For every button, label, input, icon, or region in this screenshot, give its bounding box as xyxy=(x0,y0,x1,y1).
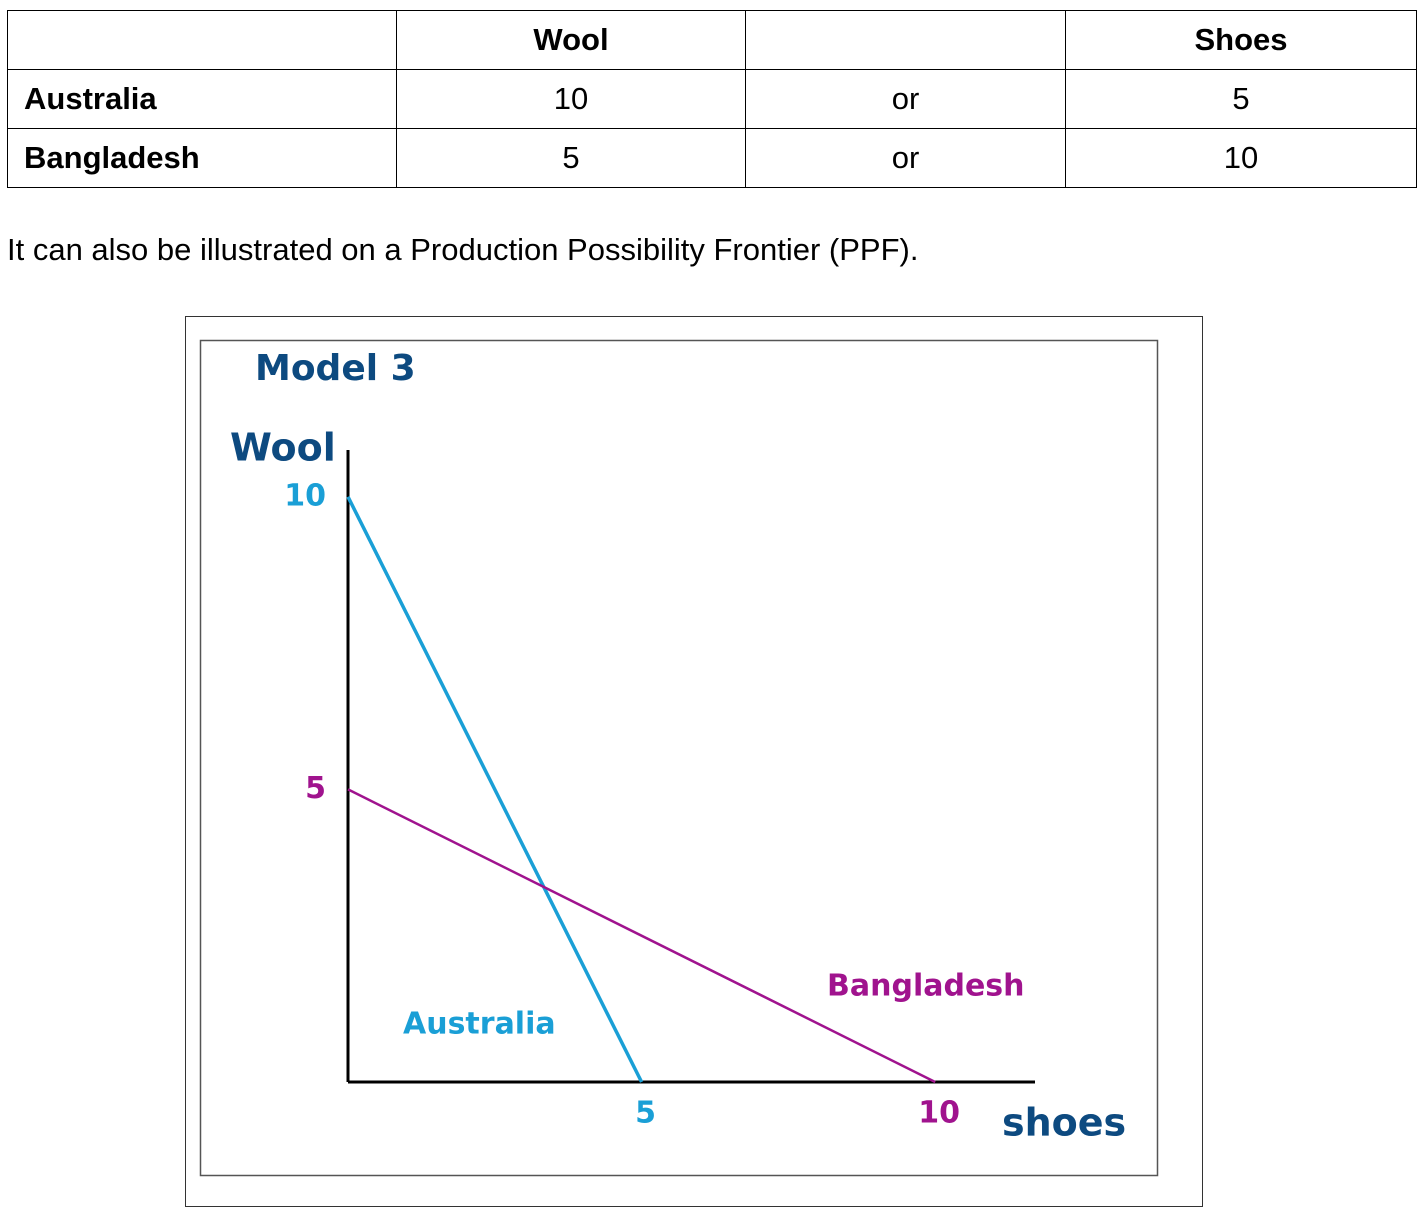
x-axis-label: shoes xyxy=(1002,1101,1126,1145)
y-axis-label: Wool xyxy=(230,426,336,470)
y-tick-label: 10 xyxy=(284,478,326,513)
ppf-line xyxy=(347,788,936,1084)
row-label: Australia xyxy=(7,69,397,129)
cell: or xyxy=(745,69,1066,129)
series-label: Bangladesh xyxy=(827,969,1025,1004)
series-label: Australia xyxy=(403,1007,556,1042)
figure: Model 3 Wool shoes 5 10 5 10 Australia Bangla… xyxy=(185,316,1203,1207)
chart-title: Model 3 xyxy=(255,348,416,389)
chart-frame xyxy=(199,339,1159,1177)
y-tick-label: 5 xyxy=(305,771,326,806)
header-cell: Shoes xyxy=(1065,10,1417,70)
paragraph: It can also be illustrated on a Producti… xyxy=(7,232,919,267)
cell: 10 xyxy=(396,69,746,129)
cell: 5 xyxy=(1065,69,1417,129)
row-label: Bangladesh xyxy=(7,128,397,188)
data-table: Wool Shoes Australia 10 or 5 Bangladesh 5 or 10 xyxy=(7,10,1417,188)
cell: 5 xyxy=(396,128,746,188)
cell: 10 xyxy=(1065,128,1417,188)
ppf-line xyxy=(346,496,644,1083)
cell: or xyxy=(745,128,1066,188)
x-tick-label: 5 xyxy=(635,1096,656,1131)
header-cell: Wool xyxy=(396,10,746,70)
x-tick-label: 10 xyxy=(918,1096,960,1131)
figure-frame xyxy=(185,316,1203,1207)
